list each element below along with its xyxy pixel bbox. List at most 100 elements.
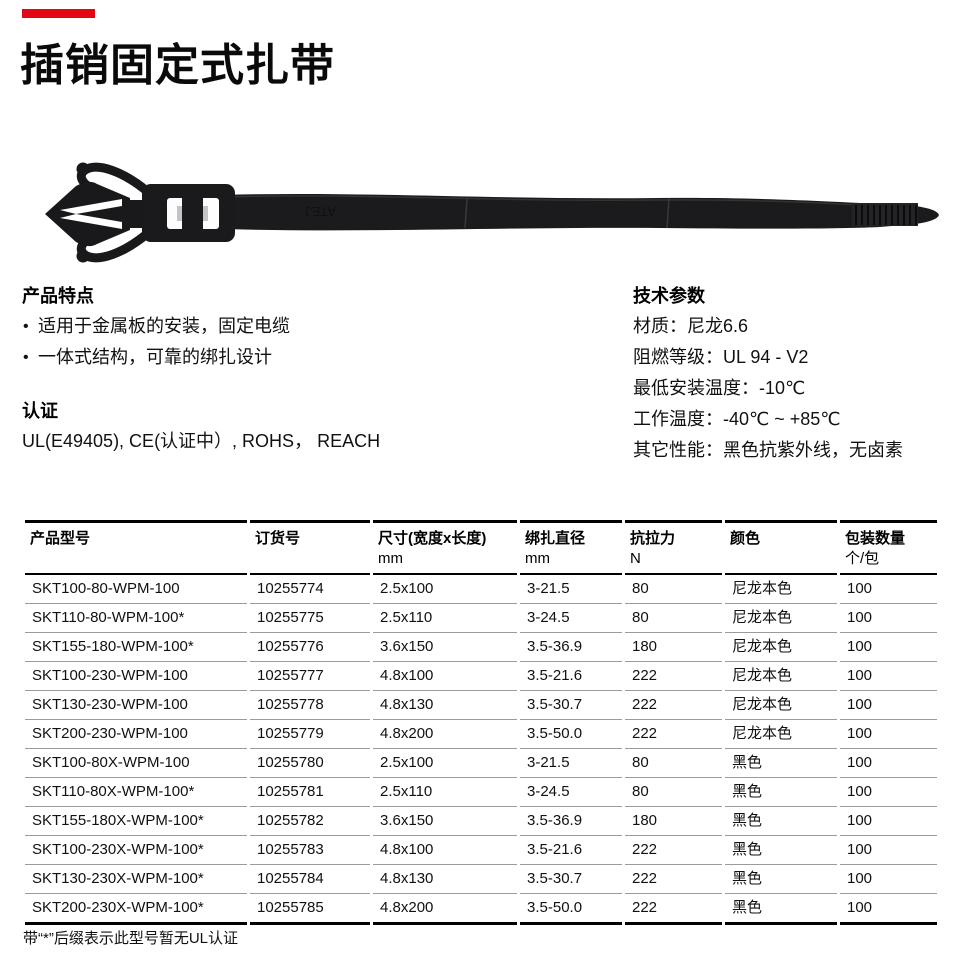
table-cell: SKT100-230X-WPM-100*: [25, 836, 247, 865]
table-cell: 100: [840, 778, 937, 807]
column-header: 颜色: [725, 520, 837, 575]
table-cell: 100: [840, 575, 937, 604]
page-title: 插销固定式扎带: [20, 41, 335, 90]
table-cell: 黑色: [725, 749, 837, 778]
strap-marking: ATEJ: [305, 204, 336, 219]
table-cell: 黑色: [725, 865, 837, 894]
table-cell: 10255775: [250, 604, 370, 633]
tech-param-item: 工作温度：-40℃ ~ +85℃: [633, 409, 841, 429]
table-cell: 100: [840, 894, 937, 925]
table-cell: 3.5-30.7: [520, 691, 622, 720]
column-header: 抗拉力 N: [625, 520, 722, 575]
table-cell: 黑色: [725, 894, 837, 925]
table-cell: 80: [625, 749, 722, 778]
table-cell: 10255782: [250, 807, 370, 836]
feature-item: 适用于金属板的安装，固定电缆: [22, 311, 597, 342]
table-cell: SKT200-230-WPM-100: [25, 720, 247, 749]
table-cell: 100: [840, 749, 937, 778]
table-cell: SKT130-230-WPM-100: [25, 691, 247, 720]
table-cell: SKT155-180-WPM-100*: [25, 633, 247, 662]
table-cell: 10255781: [250, 778, 370, 807]
table-cell: 80: [625, 778, 722, 807]
table-cell: SKT100-80X-WPM-100: [25, 749, 247, 778]
column-header: 尺寸(宽度x长度) mm: [373, 520, 517, 575]
product-image: ATEJ: [18, 148, 950, 276]
table-cell: 3-24.5: [520, 604, 622, 633]
table-cell: 黑色: [725, 836, 837, 865]
table-cell: 黑色: [725, 807, 837, 836]
tech-param-item: 最低安装温度：-10℃: [633, 378, 806, 398]
table-cell: 10255780: [250, 749, 370, 778]
table-cell: 4.8x130: [373, 865, 517, 894]
table-cell: 80: [625, 604, 722, 633]
table-row: SKT200-230-WPM-100 10255779 4.8x200 3.5-50.…: [25, 720, 937, 749]
table-cell: 2.5x100: [373, 749, 517, 778]
table-cell: 180: [625, 633, 722, 662]
table-cell: 10255778: [250, 691, 370, 720]
table-row: SKT155-180X-WPM-100* 10255782 3.6x150 3.5-3…: [25, 807, 937, 836]
column-header: 产品型号: [25, 520, 247, 575]
table-body: SKT100-80-WPM-100 10255774 2.5x100 3-21.5 80…: [25, 575, 937, 925]
table-cell: SKT100-80-WPM-100: [25, 575, 247, 604]
table-cell: 尼龙本色: [725, 604, 837, 633]
table-cell: 3-21.5: [520, 575, 622, 604]
table-cell: 10255784: [250, 865, 370, 894]
table-cell: 3.5-50.0: [520, 720, 622, 749]
table-cell: 10255783: [250, 836, 370, 865]
table-cell: SKT100-230-WPM-100: [25, 662, 247, 691]
table-cell: 3.5-36.9: [520, 633, 622, 662]
table-cell: 4.8x200: [373, 720, 517, 749]
table-cell: 222: [625, 662, 722, 691]
table-cell: 3.5-30.7: [520, 865, 622, 894]
table-cell: 3.5-50.0: [520, 894, 622, 925]
table-footnote: 带“*”后缀表示此型号暂无UL认证: [23, 930, 239, 947]
table-cell: 180: [625, 807, 722, 836]
tech-param-item: 其它性能：黑色抗紫外线，无卤素: [633, 440, 903, 460]
table-row: SKT100-80-WPM-100 10255774 2.5x100 3-21.5 80…: [25, 575, 937, 604]
table-cell: SKT130-230X-WPM-100*: [25, 865, 247, 894]
left-column: 产品特点 适用于金属板的安装，固定电缆一体式结构，可靠的绑扎设计 认证 UL(E…: [22, 281, 597, 457]
table-cell: 尼龙本色: [725, 633, 837, 662]
tech-param-item: 阻燃等级：UL 94 - V2: [633, 347, 809, 367]
table-row: SKT100-230-WPM-100 10255777 4.8x100 3.5-21.…: [25, 662, 937, 691]
table-cell: 10255776: [250, 633, 370, 662]
cable-tie-illustration: ATEJ: [45, 162, 939, 263]
table-cell: SKT110-80-WPM-100*: [25, 604, 247, 633]
tech-params-list: 材质：尼龙6.6 阻燃等级：UL 94 - V2 最低安装温度：-10℃ 工作温度：-…: [633, 311, 953, 466]
spec-table-container: 产品型号 订货号 尺寸(宽度x长度) mm 绑扎直径 mm 抗拉力 N 颜色 包装数量 个/包 SK…: [22, 520, 940, 925]
table-row: SKT155-180-WPM-100* 10255776 3.6x150 3.5-36…: [25, 633, 937, 662]
mount-arrow-head: [45, 181, 130, 247]
table-cell: 2.5x100: [373, 575, 517, 604]
table-row: SKT200-230X-WPM-100* 10255785 4.8x200 3.5-5…: [25, 894, 937, 925]
table-row: SKT130-230X-WPM-100* 10255784 4.8x130 3.5-3…: [25, 865, 937, 894]
table-cell: 尼龙本色: [725, 691, 837, 720]
table-cell: 4.8x100: [373, 662, 517, 691]
table-row: SKT110-80X-WPM-100* 10255781 2.5x110 3-24.5…: [25, 778, 937, 807]
table-cell: 3.5-36.9: [520, 807, 622, 836]
table-cell: 尼龙本色: [725, 575, 837, 604]
table-cell: 222: [625, 691, 722, 720]
table-row: SKT130-230-WPM-100 10255778 4.8x130 3.5-30.…: [25, 691, 937, 720]
table-header-row: 产品型号 订货号 尺寸(宽度x长度) mm 绑扎直径 mm 抗拉力 N 颜色 包装数量 个/包: [25, 520, 937, 575]
table-cell: 2.5x110: [373, 778, 517, 807]
column-header: 订货号: [250, 520, 370, 575]
tech-param-item: 材质：尼龙6.6: [633, 316, 749, 336]
table-cell: 222: [625, 720, 722, 749]
table-cell: 3-21.5: [520, 749, 622, 778]
table-cell: SKT155-180X-WPM-100*: [25, 807, 247, 836]
table-cell: 100: [840, 865, 937, 894]
table-cell: 100: [840, 604, 937, 633]
cable-tie-strap: [223, 193, 939, 231]
table-cell: 4.8x130: [373, 691, 517, 720]
table-cell: 尼龙本色: [725, 720, 837, 749]
table-cell: 4.8x200: [373, 894, 517, 925]
feature-item: 一体式结构，可靠的绑扎设计: [22, 342, 597, 373]
table-cell: 3-24.5: [520, 778, 622, 807]
tech-params-heading: 技术参数: [633, 286, 705, 306]
table-cell: 黑色: [725, 778, 837, 807]
table-row: SKT110-80-WPM-100* 10255775 2.5x110 3-24.5 8…: [25, 604, 937, 633]
table-cell: 100: [840, 807, 937, 836]
table-row: SKT100-230X-WPM-100* 10255783 4.8x100 3.5-2…: [25, 836, 937, 865]
product-table: 产品型号 订货号 尺寸(宽度x长度) mm 绑扎直径 mm 抗拉力 N 颜色 包装数量 个/包 SK…: [22, 520, 940, 925]
